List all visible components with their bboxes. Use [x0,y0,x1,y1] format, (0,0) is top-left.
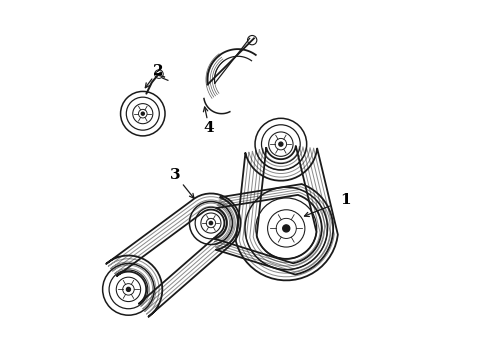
Text: 4: 4 [204,121,215,135]
Text: 1: 1 [340,193,351,207]
Circle shape [141,112,144,115]
Text: 3: 3 [170,168,180,182]
Text: 2: 2 [153,64,164,78]
Circle shape [283,225,290,232]
Circle shape [126,287,130,291]
Circle shape [279,142,283,146]
Circle shape [209,221,213,225]
